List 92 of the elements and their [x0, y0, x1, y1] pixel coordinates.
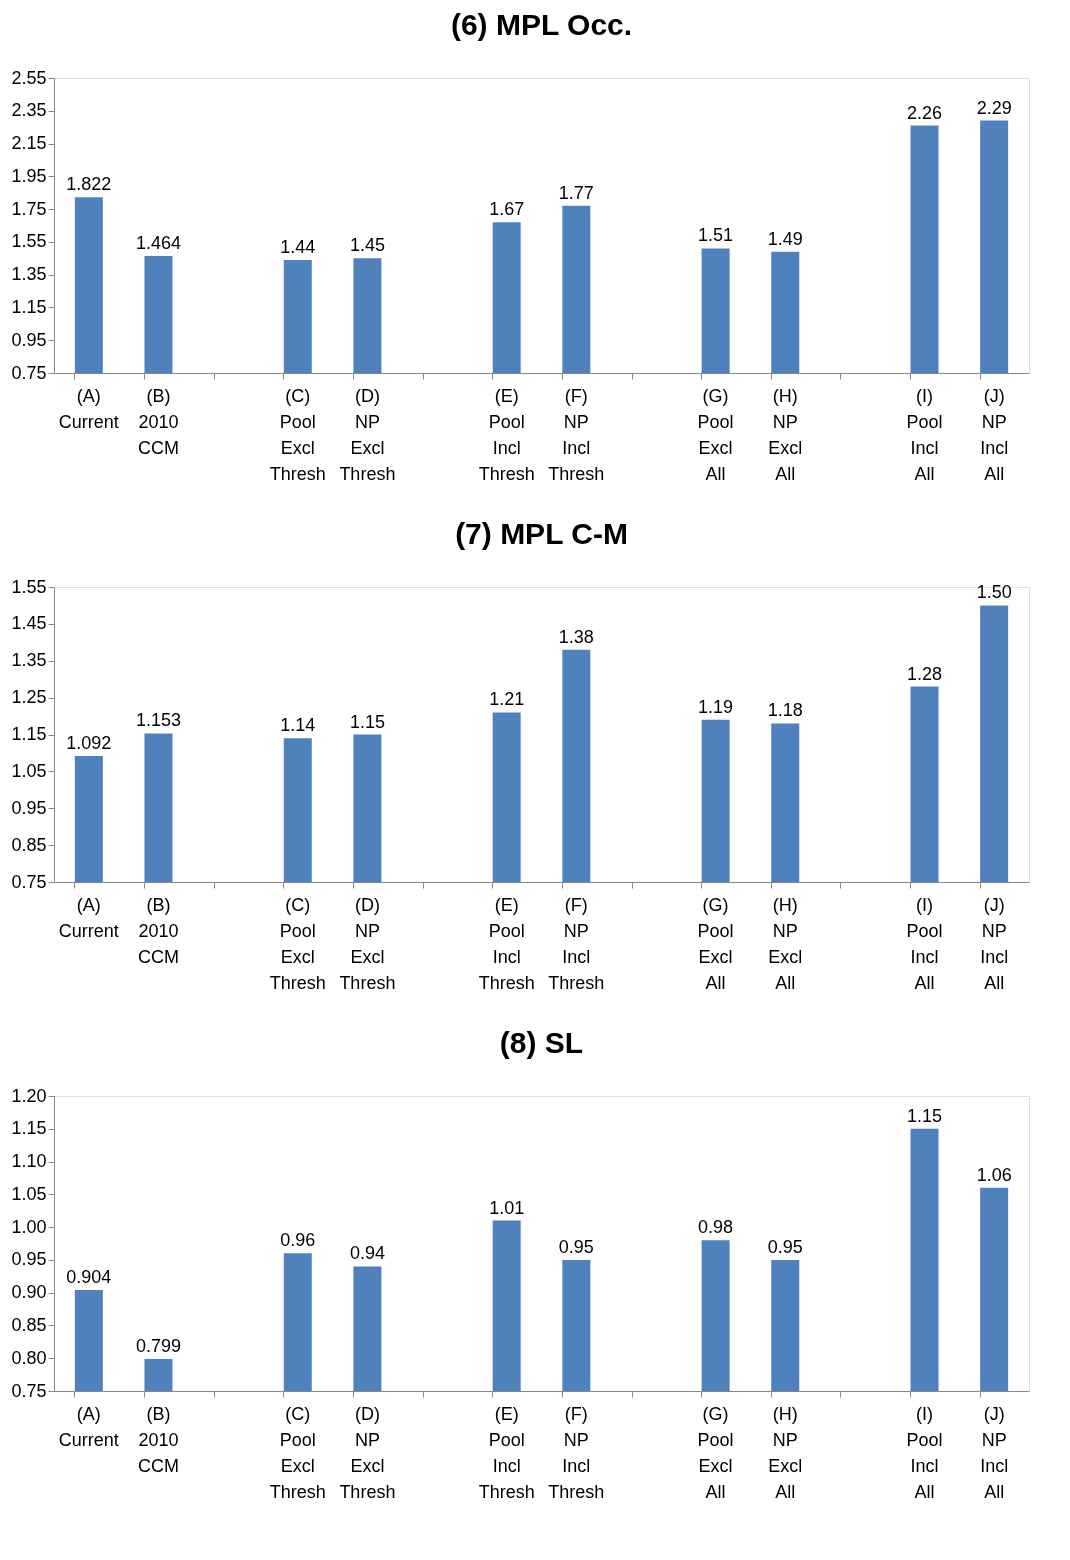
y-tick-label: 1.45: [11, 613, 47, 634]
x-tick-label: (D) NP Excl Thresh: [339, 1403, 396, 1502]
data-label: 1.153: [135, 710, 181, 731]
y-tick-label: 0.75: [11, 871, 47, 892]
data-label: 1.77: [558, 182, 594, 203]
x-tick-label: (D) NP Excl Thresh: [339, 894, 396, 993]
chart-title: (8) SL: [499, 1026, 584, 1059]
y-tick-label: 2.15: [11, 133, 47, 154]
data-label: 1.822: [66, 174, 112, 195]
y-tick-label: 1.10: [11, 1151, 47, 1172]
x-tick-label: (J) NP Incl All: [980, 1403, 1009, 1502]
y-tick-label: 1.55: [11, 576, 47, 597]
y-tick-label: 0.75: [11, 1380, 47, 1401]
y-tick-label: 0.95: [11, 1249, 47, 1270]
x-tick-label: (B) 2010 CCM: [137, 1403, 179, 1476]
y-tick-label: 1.15: [11, 724, 47, 744]
data-label: 1.15: [907, 1105, 943, 1126]
y-tick-label: 1.05: [11, 760, 47, 781]
y-tick-label: 2.55: [11, 67, 47, 88]
x-tick-label: (J) NP Incl All: [980, 385, 1009, 484]
x-tick-label: (C) Pool Excl Thresh: [269, 385, 326, 484]
data-label: 1.464: [135, 232, 181, 253]
x-tick-label: (I) Pool Incl All: [906, 894, 943, 993]
data-label: 1.45: [349, 235, 385, 256]
data-label: 2.26: [907, 102, 943, 123]
y-tick-label: 1.25: [11, 687, 47, 708]
y-tick-label: 1.35: [11, 264, 47, 285]
data-label: 0.95: [558, 1236, 594, 1257]
x-tick-label: (I) Pool Incl All: [906, 1403, 943, 1502]
data-label: 1.19: [698, 696, 734, 717]
y-tick-label: 1.95: [11, 165, 47, 186]
x-tick-label: (G) Pool Excl All: [697, 894, 734, 993]
x-tick-label: (E) Pool Incl Thresh: [478, 894, 535, 993]
y-tick-label: 0.95: [11, 329, 47, 350]
x-tick-label: (C) Pool Excl Thresh: [269, 894, 326, 993]
chart-title: (6) MPL Occ.: [450, 8, 633, 41]
x-tick-label: (F) NP Incl Thresh: [548, 385, 605, 484]
x-tick-label: (A) Current: [58, 1403, 119, 1450]
y-tick-label: 0.95: [11, 797, 47, 818]
data-label: 1.14: [280, 715, 316, 736]
y-tick-label: 0.85: [11, 1314, 47, 1335]
data-label: 1.50: [976, 582, 1012, 603]
data-label: 1.67: [489, 199, 525, 220]
x-tick-label: (A) Current: [58, 385, 119, 432]
y-tick-label: 0.90: [11, 1282, 47, 1303]
data-label: 1.01: [489, 1197, 525, 1218]
y-tick-label: 1.35: [11, 650, 47, 671]
data-label: 1.28: [907, 663, 943, 684]
data-label: 1.06: [976, 1164, 1012, 1185]
y-tick-label: 1.05: [11, 1183, 47, 1204]
data-label: 1.15: [349, 711, 385, 732]
x-tick-label: (H) NP Excl All: [768, 1403, 803, 1502]
x-tick-label: (B) 2010 CCM: [137, 894, 179, 967]
x-tick-label: (F) NP Incl Thresh: [548, 1403, 605, 1502]
y-tick-label: 1.75: [11, 198, 47, 219]
x-tick-label: (F) NP Incl Thresh: [548, 894, 605, 993]
data-label: 1.38: [558, 626, 594, 647]
x-tick-label: (C) Pool Excl Thresh: [269, 1403, 326, 1502]
data-label: 1.44: [280, 236, 316, 257]
y-tick-label: 1.20: [11, 1085, 47, 1106]
data-label: 0.904: [66, 1267, 112, 1288]
y-tick-label: 0.80: [11, 1347, 47, 1368]
y-tick-label: 1.00: [11, 1216, 47, 1237]
x-tick-label: (G) Pool Excl All: [697, 385, 734, 484]
x-tick-label: (A) Current: [58, 894, 119, 941]
data-label: 1.49: [767, 228, 803, 249]
x-tick-label: (B) 2010 CCM: [137, 385, 179, 458]
data-label: 0.94: [349, 1243, 385, 1264]
y-tick-label: 0.85: [11, 834, 47, 855]
data-label: 1.092: [66, 732, 112, 753]
data-label: 1.51: [698, 225, 734, 246]
x-tick-label: (I) Pool Incl All: [906, 385, 943, 484]
y-tick-label: 1.55: [11, 231, 47, 252]
data-label: 0.98: [698, 1217, 734, 1238]
data-label: 0.95: [767, 1236, 803, 1257]
y-tick-label: 1.15: [11, 296, 47, 317]
data-label: 2.29: [976, 97, 1012, 118]
data-label: 1.18: [767, 700, 803, 721]
y-tick-label: 2.35: [11, 100, 47, 121]
x-tick-label: (J) NP Incl All: [980, 894, 1009, 993]
data-label: 1.21: [489, 689, 525, 710]
data-label: 0.799: [135, 1335, 181, 1356]
y-tick-label: 1.15: [11, 1118, 47, 1139]
x-tick-label: (E) Pool Incl Thresh: [478, 385, 535, 484]
x-tick-label: (H) NP Excl All: [768, 385, 803, 484]
x-tick-label: (E) Pool Incl Thresh: [478, 1403, 535, 1502]
x-tick-label: (H) NP Excl All: [768, 894, 803, 993]
data-label: 0.96: [280, 1230, 316, 1251]
x-tick-label: (D) NP Excl Thresh: [339, 385, 396, 484]
x-tick-label: (G) Pool Excl All: [697, 1403, 734, 1502]
chart-title: (7) MPL C-M: [455, 517, 628, 550]
y-tick-label: 0.75: [11, 362, 47, 383]
